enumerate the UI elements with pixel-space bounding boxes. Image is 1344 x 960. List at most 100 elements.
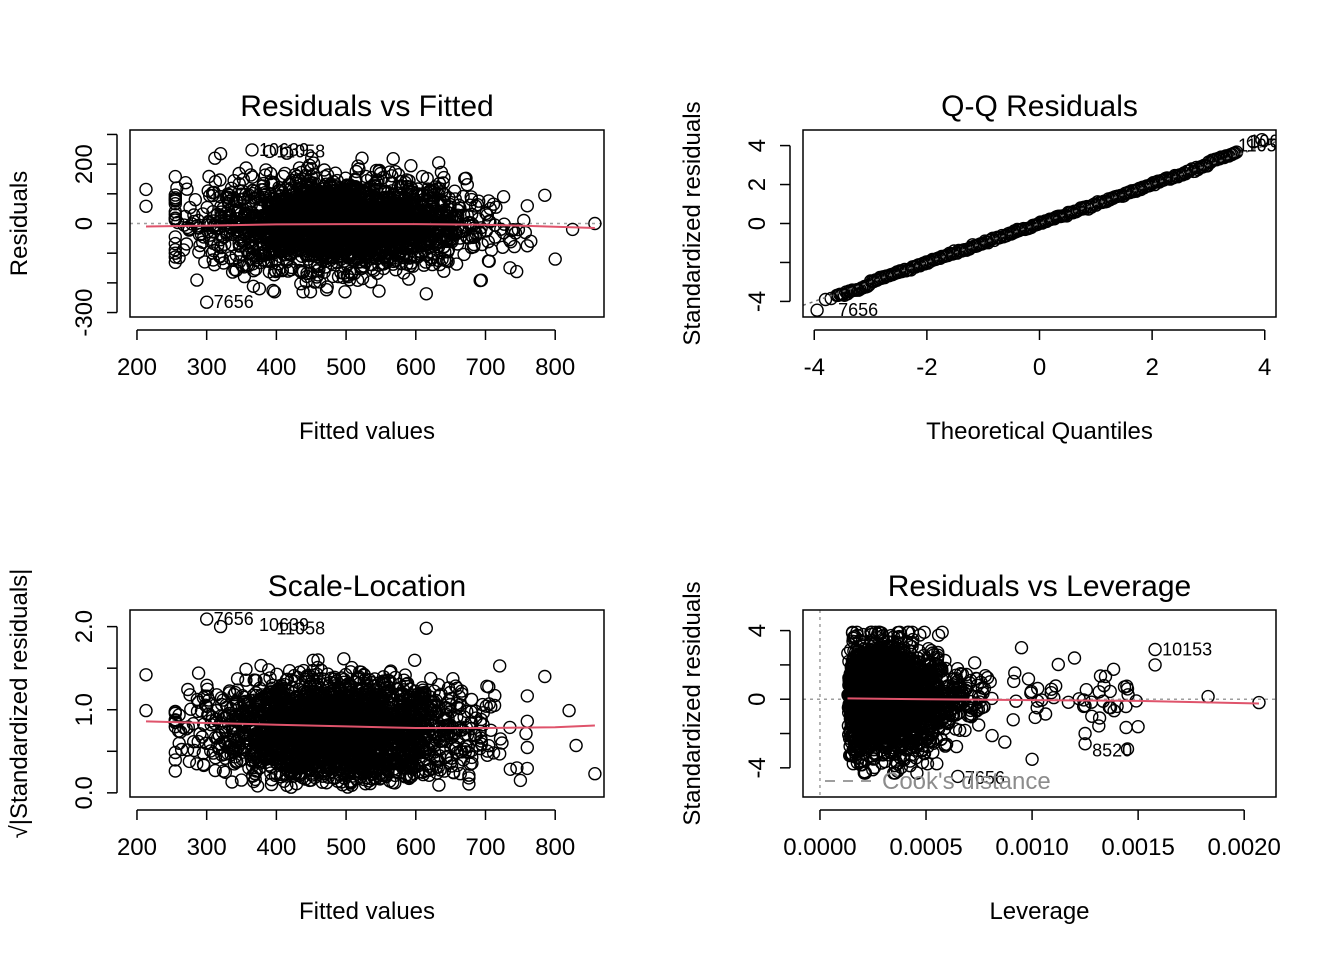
point (1143, 178, 1157, 193)
point (304, 180, 318, 195)
point (297, 240, 311, 254)
point (398, 226, 412, 240)
point (378, 214, 392, 228)
point (316, 241, 330, 256)
y-tick-label: 0 (744, 217, 771, 230)
point (465, 207, 479, 222)
outlier-point (824, 291, 838, 306)
point (446, 672, 460, 686)
outlier-point (139, 182, 153, 197)
point (1229, 145, 1244, 159)
point (484, 243, 499, 257)
outlier-point (262, 144, 277, 159)
x-axis-label: Theoretical Quantiles (926, 418, 1153, 445)
point (397, 266, 411, 280)
point (183, 200, 197, 215)
point (342, 235, 356, 249)
point (245, 170, 260, 184)
point (182, 754, 197, 769)
point (200, 682, 215, 696)
point (422, 184, 437, 198)
point (168, 196, 183, 211)
point (503, 762, 517, 776)
point (225, 775, 239, 789)
outlier-point (1246, 134, 1261, 149)
point (442, 191, 456, 205)
x-tick-label: 500 (326, 354, 366, 381)
y-tick-label: 2 (744, 178, 771, 191)
x-tick-label: 2 (1145, 354, 1158, 381)
point (429, 704, 444, 719)
point (253, 241, 267, 255)
point (242, 188, 256, 202)
point (239, 673, 253, 687)
plot-frame (129, 129, 605, 318)
x-tick-label: 200 (117, 354, 157, 381)
point (254, 658, 268, 673)
point (465, 743, 479, 758)
point (469, 226, 483, 241)
point (338, 196, 353, 211)
point (317, 221, 331, 235)
point (386, 187, 400, 202)
point (216, 764, 231, 778)
y-tick-label: -4 (744, 291, 771, 312)
point (496, 189, 511, 204)
point (271, 219, 286, 233)
point (190, 757, 204, 771)
outlier-point (818, 292, 833, 307)
point (300, 195, 314, 210)
point (408, 192, 422, 207)
point (248, 191, 263, 206)
point (330, 173, 344, 188)
point (463, 198, 477, 212)
point (337, 652, 351, 666)
point (457, 247, 471, 262)
point (304, 161, 319, 176)
point (432, 778, 446, 792)
point (372, 284, 386, 298)
point (349, 193, 363, 208)
point (198, 255, 212, 269)
point (218, 213, 233, 228)
point (214, 240, 228, 255)
point (263, 166, 278, 181)
point (480, 744, 495, 758)
point (237, 269, 252, 284)
point-label: 10639 (259, 140, 309, 160)
point (234, 773, 249, 787)
point (237, 210, 251, 224)
outlier-point (213, 146, 228, 161)
point (383, 209, 397, 223)
outlier-point (1255, 132, 1269, 147)
x-tick-label: 600 (396, 354, 436, 381)
scatter-points (139, 612, 602, 794)
outlier-point (199, 295, 214, 309)
point (483, 201, 497, 216)
point (196, 757, 211, 772)
point (366, 240, 380, 254)
point (1117, 188, 1131, 203)
point (214, 199, 228, 214)
point (284, 247, 298, 262)
point (257, 215, 271, 230)
point (168, 188, 183, 202)
point (168, 230, 183, 244)
point (239, 662, 253, 676)
point (415, 214, 429, 229)
point (192, 245, 206, 259)
point (315, 247, 329, 261)
point (300, 266, 314, 281)
point (229, 755, 243, 770)
point (414, 245, 428, 260)
point (378, 233, 393, 248)
smooth-line (145, 223, 595, 229)
x-tick-label: -2 (916, 354, 937, 381)
point (232, 239, 247, 253)
point (437, 253, 452, 267)
point (235, 689, 250, 703)
x-axis-label: Fitted values (299, 418, 435, 445)
point (418, 685, 432, 700)
point (433, 257, 447, 272)
